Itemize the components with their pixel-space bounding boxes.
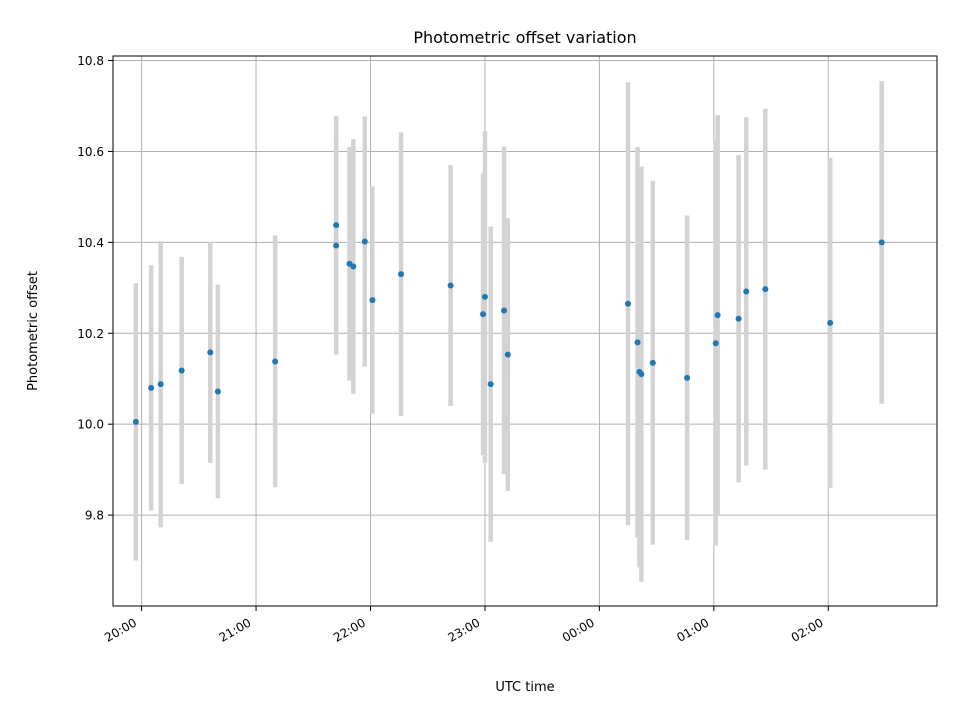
y-tick-label: 10.4 <box>77 236 104 250</box>
data-point <box>649 359 656 366</box>
data-point <box>638 371 645 378</box>
data-point <box>712 340 719 347</box>
data-point <box>487 381 494 388</box>
data-point <box>447 282 454 289</box>
data-point <box>743 288 750 295</box>
data-points <box>132 222 885 425</box>
y-tick-label: 10.2 <box>77 327 104 341</box>
data-point <box>333 242 340 249</box>
data-point <box>361 238 368 245</box>
data-point <box>207 349 214 356</box>
data-point <box>827 319 834 326</box>
data-point <box>132 418 139 425</box>
plot-frame <box>112 55 938 607</box>
data-point <box>878 239 885 246</box>
data-point <box>148 384 155 391</box>
data-point <box>501 307 508 314</box>
data-point <box>214 388 221 395</box>
data-point <box>333 222 340 229</box>
data-point <box>634 339 641 346</box>
data-point <box>350 263 357 270</box>
y-tick-label: 10.8 <box>77 54 104 68</box>
data-point <box>625 300 631 307</box>
y-axis: 9.8 10.0 10.2 10.4 10.6 10.8 <box>77 54 113 523</box>
data-point <box>684 374 691 381</box>
data-point <box>272 358 279 365</box>
data-point <box>504 351 511 358</box>
data-point <box>178 367 185 374</box>
y-tick-label: 10.0 <box>77 418 104 432</box>
y-tick-label: 10.6 <box>77 145 104 159</box>
data-point <box>480 311 487 318</box>
data-point <box>481 293 488 300</box>
chart-title: Photometric offset variation <box>413 28 636 47</box>
data-point <box>762 286 769 293</box>
data-point <box>157 381 164 388</box>
x-axis-label: UTC time <box>495 680 554 695</box>
y-axis-label: Photometric offset <box>26 271 41 391</box>
y-tick-label: 9.8 <box>85 509 104 523</box>
data-point <box>735 315 742 322</box>
data-point <box>714 312 721 319</box>
data-point <box>369 297 376 304</box>
data-point <box>398 271 405 278</box>
